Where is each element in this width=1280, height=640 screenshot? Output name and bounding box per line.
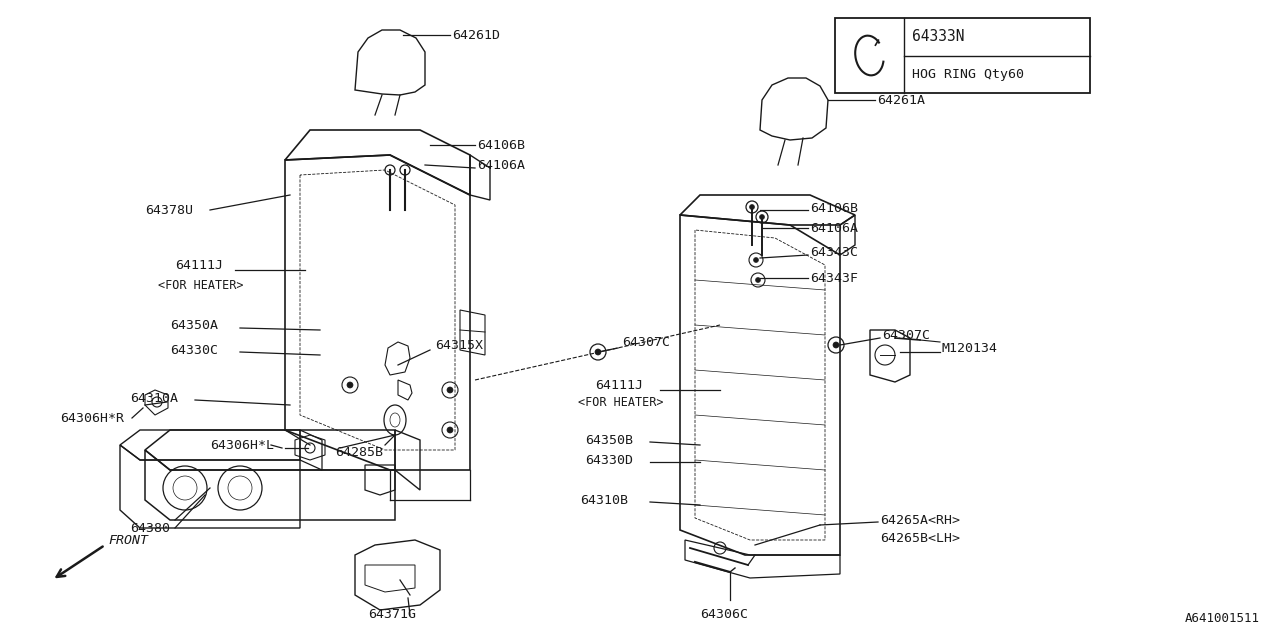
Text: 64306C: 64306C (700, 609, 748, 621)
Text: 64261D: 64261D (452, 29, 500, 42)
Text: 64307C: 64307C (622, 335, 669, 349)
Text: M120134: M120134 (942, 342, 998, 355)
Text: FRONT: FRONT (108, 534, 148, 547)
Text: 64261A: 64261A (877, 93, 925, 106)
Circle shape (447, 387, 453, 393)
Text: <FOR HEATER>: <FOR HEATER> (157, 278, 243, 291)
Text: 64350B: 64350B (585, 433, 634, 447)
Text: 64350A: 64350A (170, 319, 218, 332)
Text: 64265B<LH>: 64265B<LH> (881, 531, 960, 545)
Bar (835, 18, 1091, 93)
Text: 64371G: 64371G (369, 609, 416, 621)
Circle shape (754, 257, 759, 262)
Text: 64310B: 64310B (580, 493, 628, 506)
Text: 64306H*R: 64306H*R (60, 412, 124, 424)
Text: 64378U: 64378U (145, 204, 193, 216)
Circle shape (595, 349, 602, 355)
Circle shape (447, 427, 453, 433)
Text: 64306H*L: 64306H*L (210, 438, 274, 451)
Circle shape (755, 278, 760, 282)
Text: 64333N: 64333N (911, 29, 964, 44)
Text: A641001511: A641001511 (1185, 612, 1260, 625)
Text: <FOR HEATER>: <FOR HEATER> (579, 396, 663, 408)
Circle shape (833, 342, 838, 348)
Text: 64380: 64380 (131, 522, 170, 534)
Text: 64285B: 64285B (335, 445, 383, 458)
Circle shape (750, 205, 754, 209)
Text: 64310A: 64310A (131, 392, 178, 404)
Circle shape (347, 382, 353, 388)
Text: 64307C: 64307C (882, 328, 931, 342)
Text: 64111J: 64111J (595, 378, 643, 392)
Text: 64330C: 64330C (170, 344, 218, 356)
Text: 64111J: 64111J (175, 259, 223, 271)
Text: 64106A: 64106A (477, 159, 525, 172)
Text: 64330D: 64330D (585, 454, 634, 467)
Text: 64106B: 64106B (810, 202, 858, 214)
Text: 64106B: 64106B (477, 138, 525, 152)
Text: HOG RING Qty60: HOG RING Qty60 (911, 68, 1024, 81)
Text: 64265A<RH>: 64265A<RH> (881, 513, 960, 527)
Text: 64106A: 64106A (810, 221, 858, 234)
Text: 64315X: 64315X (435, 339, 483, 351)
Text: 64343F: 64343F (810, 271, 858, 285)
Text: 64343C: 64343C (810, 246, 858, 259)
Circle shape (759, 214, 764, 220)
